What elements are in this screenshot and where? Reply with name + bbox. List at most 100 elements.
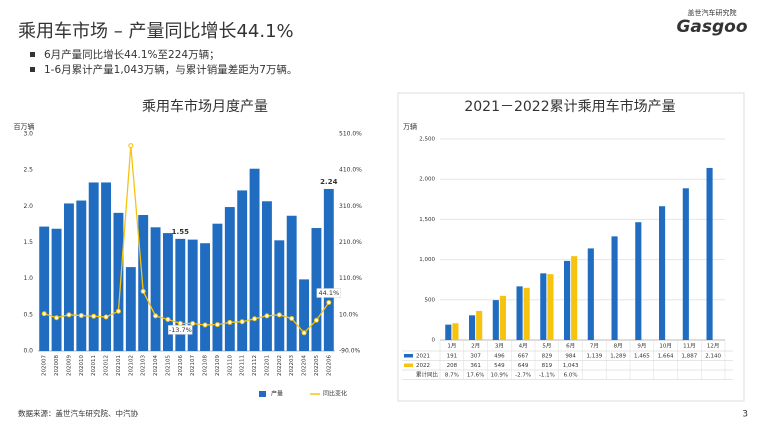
legend-swatch bbox=[404, 354, 413, 358]
table-cell: 819 bbox=[542, 363, 553, 369]
bar bbox=[445, 324, 452, 340]
x-tick-label: 12月 bbox=[707, 343, 720, 350]
legend-swatch bbox=[259, 391, 266, 397]
line-marker bbox=[78, 313, 84, 319]
y-tick-label: 0.0 bbox=[23, 348, 33, 355]
y2-tick-label: -90.0% bbox=[339, 348, 361, 355]
line-marker bbox=[41, 311, 47, 317]
x-tick-label: 202102 bbox=[128, 355, 134, 376]
x-tick-label: 5月 bbox=[542, 343, 551, 350]
bar bbox=[635, 222, 642, 340]
x-tick-label: 202205 bbox=[314, 355, 320, 376]
bar bbox=[299, 279, 310, 351]
line-marker bbox=[326, 300, 332, 306]
line-marker bbox=[214, 322, 220, 328]
legend-label: 2022 bbox=[416, 363, 430, 369]
bar bbox=[452, 323, 459, 340]
y-tick-label: 1.0 bbox=[23, 275, 33, 282]
table-cell: 10.9% bbox=[491, 372, 508, 378]
x-tick-label: 3月 bbox=[495, 343, 504, 350]
line-marker bbox=[91, 313, 97, 319]
x-tick-label: 4月 bbox=[519, 343, 528, 350]
y-tick-label: 500 bbox=[425, 297, 436, 303]
line-marker bbox=[313, 317, 319, 323]
y-tick-label: 1,500 bbox=[419, 217, 435, 223]
bullet-icon bbox=[30, 52, 35, 57]
bar bbox=[706, 167, 713, 340]
y-tick-label: 2.5 bbox=[23, 167, 33, 174]
y-axis-label: 百万辆 bbox=[14, 122, 35, 131]
bar bbox=[611, 236, 618, 340]
bullet: 6月产量同比增长44.1%至224万辆； bbox=[44, 48, 220, 61]
bar bbox=[476, 310, 483, 340]
y2-tick-label: 510.0% bbox=[339, 131, 362, 138]
table-cell: -1.1% bbox=[539, 372, 555, 378]
x-tick-label: 9月 bbox=[637, 343, 646, 350]
x-tick-label: 202112 bbox=[252, 355, 258, 376]
line bbox=[43, 145, 330, 334]
table-cell: 667 bbox=[518, 353, 529, 359]
line-marker bbox=[103, 314, 109, 320]
table-cell: 8.7% bbox=[445, 372, 459, 378]
table-cell: 984 bbox=[565, 353, 576, 359]
table-cell: 307 bbox=[470, 353, 481, 359]
line-marker bbox=[115, 308, 121, 314]
bar bbox=[237, 190, 248, 351]
line-marker bbox=[239, 319, 245, 325]
chart-frame bbox=[397, 92, 745, 402]
x-tick-label: 202104 bbox=[153, 355, 159, 376]
x-tick-label: 202109 bbox=[215, 355, 221, 376]
line-marker bbox=[264, 313, 270, 319]
x-tick-label: 10月 bbox=[659, 343, 672, 350]
x-tick-label: 7月 bbox=[590, 343, 599, 350]
y2-tick-label: 110.0% bbox=[339, 275, 362, 282]
x-tick-label: 202108 bbox=[203, 355, 209, 376]
x-tick-label: 6月 bbox=[566, 343, 575, 350]
x-tick-label: 202106 bbox=[178, 355, 184, 376]
line-marker bbox=[289, 315, 295, 321]
bar bbox=[564, 260, 571, 340]
y-tick-label: 2.0 bbox=[23, 203, 33, 210]
bar bbox=[587, 248, 594, 340]
table-cell: 1,887 bbox=[682, 353, 698, 359]
label-box bbox=[168, 325, 193, 335]
line-marker bbox=[177, 320, 183, 326]
x-tick-label: 202101 bbox=[116, 355, 122, 376]
x-tick-label: 202105 bbox=[165, 355, 171, 376]
line-marker bbox=[165, 317, 171, 323]
y2-tick-label: 410.0% bbox=[339, 167, 362, 174]
bar bbox=[212, 223, 223, 351]
bar bbox=[523, 287, 530, 340]
table-cell: 649 bbox=[518, 363, 529, 369]
table-cell: 1,664 bbox=[658, 353, 674, 359]
y-tick-label: 0 bbox=[432, 338, 436, 344]
table-cell: 1,139 bbox=[587, 353, 603, 359]
x-tick-label: 202012 bbox=[104, 355, 110, 376]
x-tick-label: 1月 bbox=[447, 343, 456, 350]
bar bbox=[76, 200, 87, 351]
bar bbox=[311, 228, 322, 351]
line-marker bbox=[190, 321, 196, 327]
line-marker bbox=[301, 330, 307, 336]
y2-tick-label: 210.0% bbox=[339, 239, 362, 246]
legend-label: 累计同比 bbox=[416, 370, 439, 378]
x-tick-label: 8月 bbox=[614, 343, 623, 350]
line-marker bbox=[276, 312, 282, 318]
bar bbox=[187, 239, 198, 351]
bar bbox=[682, 188, 689, 340]
x-tick-label: 202107 bbox=[190, 355, 196, 376]
bar bbox=[138, 215, 149, 351]
label-box bbox=[316, 288, 342, 298]
bar bbox=[261, 201, 272, 351]
bullet-icon bbox=[30, 67, 35, 72]
bar bbox=[224, 207, 235, 351]
bar bbox=[175, 238, 186, 351]
bar bbox=[101, 182, 112, 351]
x-tick-label: 202201 bbox=[264, 355, 270, 376]
y-tick-label: 2,500 bbox=[419, 137, 435, 143]
bar bbox=[274, 240, 285, 351]
x-tick-label: 202202 bbox=[277, 355, 283, 376]
table-cell: 191 bbox=[447, 353, 458, 359]
bar bbox=[540, 273, 547, 340]
